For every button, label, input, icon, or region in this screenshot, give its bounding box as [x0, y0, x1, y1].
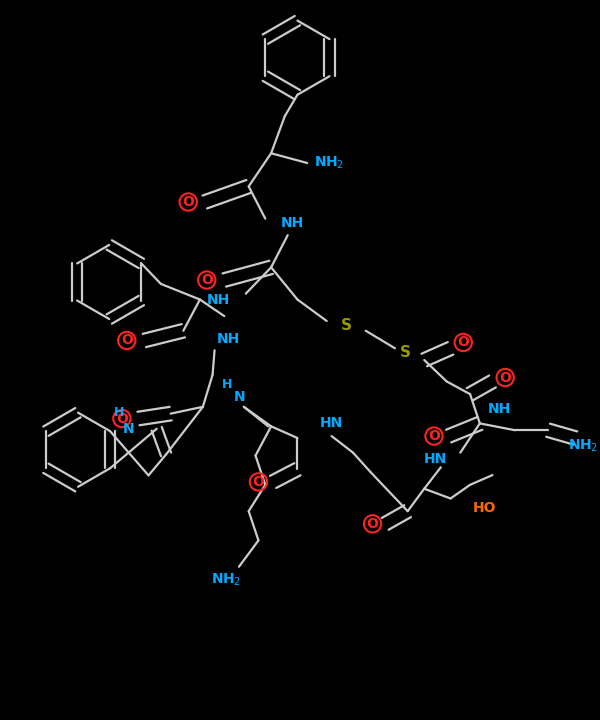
Text: O: O [457, 336, 469, 349]
Text: HN: HN [424, 452, 446, 467]
Text: S: S [400, 345, 411, 360]
Text: NH: NH [281, 217, 304, 230]
Text: O: O [499, 371, 511, 384]
Text: NH$_2$: NH$_2$ [314, 155, 344, 171]
Text: O: O [116, 412, 128, 426]
Text: O: O [367, 517, 379, 531]
Text: H: H [113, 406, 124, 419]
Text: O: O [201, 273, 212, 287]
Text: HO: HO [473, 501, 496, 516]
Text: NH: NH [217, 331, 240, 346]
Text: O: O [428, 429, 440, 443]
Text: S: S [341, 318, 352, 333]
Text: H: H [223, 378, 233, 391]
Text: O: O [182, 195, 194, 209]
Text: N: N [123, 422, 134, 436]
Text: NH$_2$: NH$_2$ [568, 438, 598, 454]
Text: O: O [253, 475, 265, 489]
Text: NH: NH [207, 292, 230, 307]
Text: N: N [234, 390, 245, 404]
Text: HN: HN [320, 416, 343, 431]
Text: O: O [121, 333, 133, 348]
Text: NH$_2$: NH$_2$ [211, 571, 241, 588]
Text: NH: NH [488, 402, 511, 415]
